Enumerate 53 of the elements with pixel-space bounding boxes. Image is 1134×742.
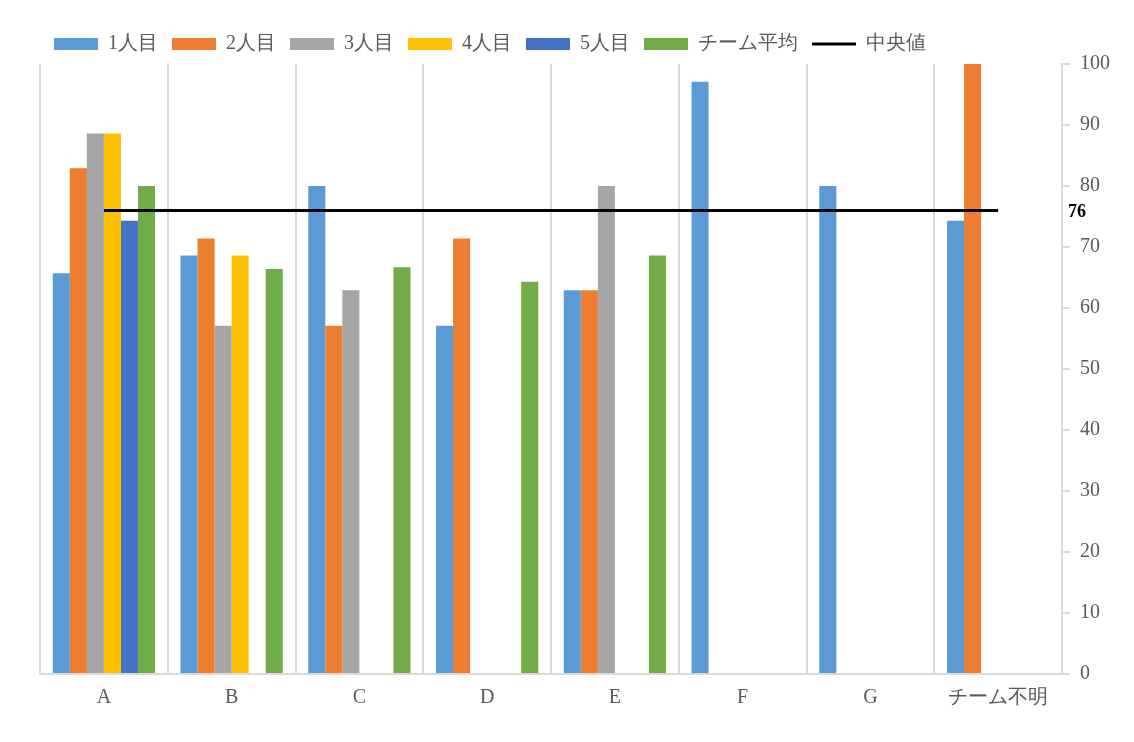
text: 76 — [1068, 201, 1086, 222]
bar — [964, 64, 982, 673]
y-tick-label: 90 — [1080, 112, 1100, 135]
legend-label: チーム平均 — [698, 31, 798, 54]
y-tick-label: 30 — [1080, 478, 1100, 501]
bar — [521, 281, 539, 673]
x-tick-label: F — [737, 685, 749, 708]
bar — [103, 133, 121, 673]
y-tick-label: 0 — [1080, 661, 1090, 684]
bar — [947, 220, 965, 673]
x-tick-label: B — [224, 685, 239, 708]
bar — [180, 255, 198, 673]
bar — [453, 238, 471, 673]
x-tick-label: E — [608, 685, 621, 708]
bar — [580, 290, 598, 673]
y-tick-label: 100 — [1080, 51, 1110, 74]
legend-label: 3人目 — [344, 31, 394, 54]
y-tick-label: 40 — [1080, 417, 1100, 440]
legend-label: 2人目 — [226, 31, 276, 54]
bar — [819, 186, 837, 673]
bar — [137, 186, 155, 673]
bar — [52, 273, 70, 673]
bar — [563, 290, 581, 673]
y-tick-label: 60 — [1080, 295, 1100, 318]
bar — [436, 325, 454, 673]
bar — [69, 168, 87, 673]
bar — [214, 325, 232, 673]
bar — [648, 255, 666, 673]
legend-label: 4人目 — [462, 31, 512, 54]
bar — [265, 268, 283, 673]
bar — [120, 220, 138, 673]
x-tick-label: A — [96, 685, 112, 708]
y-tick-label: 80 — [1080, 173, 1100, 196]
y-tick-label: 20 — [1080, 539, 1100, 562]
y-tick-label: 50 — [1080, 356, 1100, 379]
x-tick-label: C — [352, 685, 367, 708]
legend-label: 5人目 — [580, 31, 630, 54]
bar — [597, 186, 615, 673]
x-tick-label: チーム不明 — [948, 685, 1049, 708]
bar — [308, 186, 326, 673]
bar — [691, 81, 709, 673]
bar — [197, 238, 215, 673]
bar — [342, 290, 360, 673]
bar — [86, 133, 104, 673]
y-tick-label: 10 — [1080, 600, 1100, 623]
x-tick-label: D — [479, 685, 495, 708]
legend-label: 中央値 — [866, 31, 926, 54]
y-tick-label: 70 — [1080, 234, 1100, 257]
legend-label: 1人目 — [108, 31, 158, 54]
bar — [231, 255, 249, 673]
bar — [325, 325, 343, 673]
bar — [393, 267, 411, 673]
x-tick-label: G — [863, 685, 878, 708]
